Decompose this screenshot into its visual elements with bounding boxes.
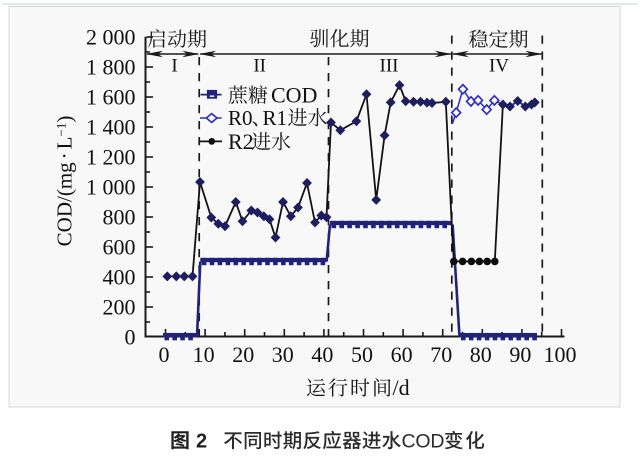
svg-text:R2: R2	[228, 129, 254, 154]
svg-text:40: 40	[311, 342, 333, 367]
svg-text:60: 60	[391, 342, 413, 367]
svg-text:0: 0	[125, 324, 136, 349]
svg-text:R1: R1	[263, 106, 288, 130]
svg-text:600: 600	[103, 234, 136, 259]
svg-text:1 600: 1 600	[86, 84, 136, 109]
svg-text:1 200: 1 200	[86, 144, 136, 169]
svg-text:400: 400	[103, 264, 136, 289]
svg-text:800: 800	[103, 204, 136, 229]
svg-text:COD: COD	[402, 431, 445, 453]
svg-text:1 400: 1 400	[86, 114, 136, 139]
svg-text:COD: COD	[271, 82, 317, 107]
svg-text:10: 10	[193, 342, 215, 367]
svg-text:70: 70	[430, 342, 452, 367]
svg-text:200: 200	[103, 294, 136, 319]
svg-text:100: 100	[544, 342, 577, 367]
svg-text:90: 90	[509, 342, 531, 367]
svg-text:/d: /d	[393, 375, 410, 400]
svg-text:R0: R0	[228, 106, 253, 130]
svg-text:I: I	[171, 56, 177, 77]
svg-text:1 000: 1 000	[86, 174, 136, 199]
svg-text:30: 30	[272, 342, 294, 367]
svg-text:III: III	[380, 56, 399, 77]
svg-text:COD/(mg·L−1): COD/(mg·L−1)	[53, 116, 77, 247]
svg-text:IV: IV	[489, 56, 509, 77]
svg-text:50: 50	[351, 342, 373, 367]
svg-text:80: 80	[470, 342, 492, 367]
svg-text:0: 0	[159, 342, 170, 367]
svg-text:II: II	[253, 56, 266, 77]
svg-text:20: 20	[232, 342, 254, 367]
svg-text:2 000: 2 000	[86, 24, 136, 49]
svg-text:2: 2	[196, 431, 207, 453]
svg-text:1 800: 1 800	[86, 54, 136, 79]
